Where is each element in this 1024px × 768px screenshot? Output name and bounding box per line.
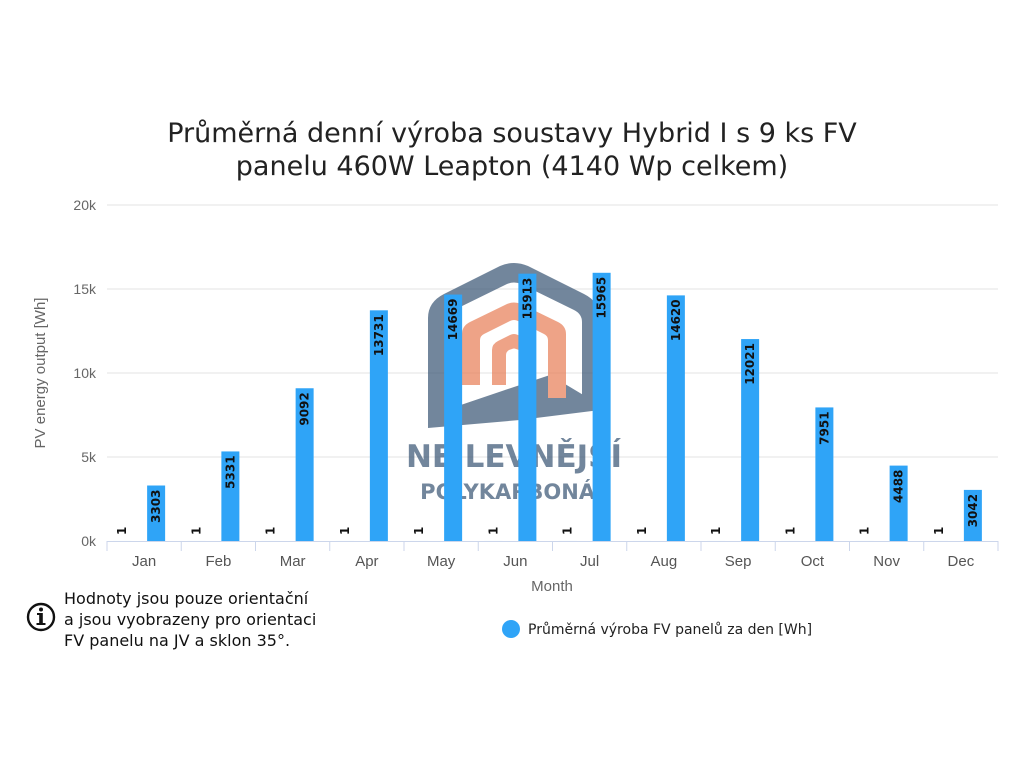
data-label-small-jul: 1 [561,527,575,535]
x-axis-title: Month [531,578,573,595]
y-tick-label: 15k [73,281,97,297]
x-tick-label-oct: Oct [801,553,825,570]
bar-jul[interactable] [592,272,611,541]
data-label-small-dec: 1 [932,527,946,535]
data-label-jul: 15965 [595,277,609,319]
x-tick-label-feb: Feb [205,553,231,570]
x-tick-label-apr: Apr [355,553,378,570]
data-label-small-jun: 1 [486,527,500,535]
watermark-text-line-1: NEJLEVNĚJŠÍ [406,438,622,475]
data-label-small-oct: 1 [783,527,797,535]
x-tick-label-dec: Dec [948,553,975,570]
data-label-may: 14669 [446,299,460,341]
data-label-nov: 4488 [892,470,906,503]
bar-dec[interactable] [963,489,982,541]
data-label-small-feb: 1 [189,527,203,535]
data-label-small-may: 1 [412,527,426,535]
x-tick-label-jan: Jan [132,553,156,570]
data-label-sep: 12021 [743,343,757,385]
data-label-small-sep: 1 [709,527,723,535]
bars [113,272,982,541]
data-label-apr: 13731 [372,314,386,356]
info-icon [26,602,56,632]
y-tick-label: 0k [81,533,97,549]
x-tick-label-jun: Jun [503,553,527,570]
data-label-small-nov: 1 [858,527,872,535]
x-tick-label-mar: Mar [280,553,306,570]
watermark-roof-outer [462,302,566,398]
x-tick-label-aug: Aug [651,553,678,570]
note-line-1: Hodnoty jsou pouze orientační [64,589,309,608]
legend-label[interactable]: Průměrná výroba FV panelů za den [Wh] [528,622,812,638]
data-label-jun: 15913 [520,278,534,320]
data-label-jan: 3303 [149,490,163,523]
bar-feb[interactable] [221,451,240,541]
y-tick-label: 20k [73,197,97,213]
data-label-small-mar: 1 [264,527,278,535]
data-label-small-jan: 1 [115,527,129,535]
y-axis-title: PV energy output [Wh] [32,298,49,449]
bar-apr[interactable] [369,310,388,541]
data-label-mar: 9092 [298,392,312,425]
bar-jan[interactable] [147,485,166,541]
data-labels: 1 3303 1 5331 1 9092 1 13731 1 14669 1 15913 1 15965 1… [115,277,980,535]
legend-marker [502,620,520,638]
y-tick-label: 10k [73,365,97,381]
data-label-small-apr: 1 [338,527,352,535]
y-axis: 0k 5k 10k 15k 20k [73,197,97,549]
data-label-dec: 3042 [966,494,980,527]
bar-jun[interactable] [518,273,537,541]
y-tick-label: 5k [81,449,97,465]
info-note: Hodnoty jsou pouze orientační a jsou vyo… [26,589,316,650]
note-line-3: FV panelu na JV a sklon 35°. [64,631,290,650]
data-label-small-aug: 1 [635,527,649,535]
bar-oct[interactable] [815,407,834,541]
x-axis: Jan Feb Mar Apr May Jun Jul Aug Sep Oct Nov Dec [106,541,999,570]
chart-title-line-1: Průměrná denní výroba soustavy Hybrid I … [167,118,857,149]
bar-may[interactable] [444,294,463,541]
x-tick-label-nov: Nov [873,553,900,570]
x-tick-label-sep: Sep [725,553,752,570]
x-tick-label-jul: Jul [580,553,599,570]
chart-title-line-2: panelu 460W Leapton (4140 Wp celkem) [236,151,788,182]
data-label-oct: 7951 [817,411,831,444]
note-line-2: a jsou vyobrazeny pro orientaci [64,610,316,629]
bar-nov[interactable] [889,465,908,541]
data-label-feb: 5331 [223,455,237,488]
bar-mar[interactable] [295,388,314,541]
x-tick-label-may: May [427,553,456,570]
bar-sep[interactable] [741,339,760,541]
watermark-logo: NEJLEVNĚJŠÍ POLYKARBONÁT [406,263,622,504]
data-label-aug: 14620 [669,299,683,341]
legend[interactable]: Průměrná výroba FV panelů za den [Wh] [502,620,812,638]
bar-aug[interactable] [666,295,685,541]
